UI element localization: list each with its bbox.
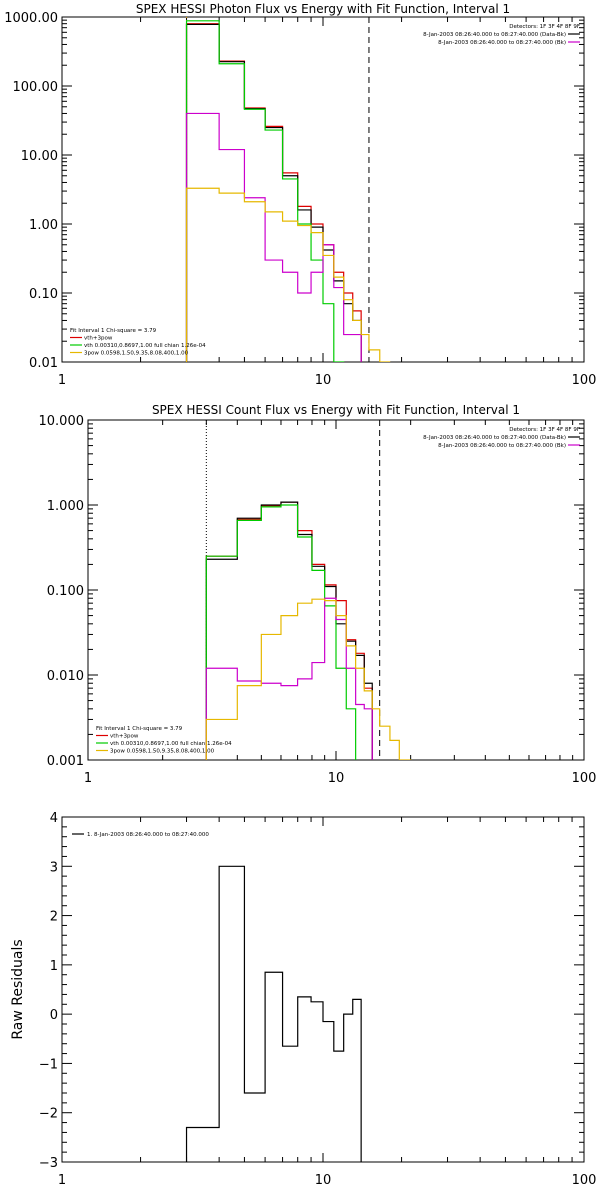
legend-entry: 3pow 0.0598,1.50,9.35,8.08,400,1.00 <box>84 351 189 357</box>
series-3-line <box>185 112 362 362</box>
y-tick-label: 0.10 <box>29 287 58 302</box>
y-tick-label: 10.00 <box>21 149 58 164</box>
chart-title: SPEX HESSI Count Flux vs Energy with Fit… <box>152 403 520 417</box>
series-4-line <box>205 598 412 760</box>
plot-frame <box>61 816 585 1163</box>
legend-entry: 8-Jan-2003 08:26:40.000 to 08:27:40.000 … <box>438 40 566 46</box>
count-flux-panel: SPEX HESSI Count Flux vs Energy with Fit… <box>39 403 597 786</box>
y-tick-label: −2 <box>39 1107 58 1122</box>
y-tick-label: 0 <box>50 1008 58 1023</box>
series-0-line <box>185 865 362 1162</box>
legend-entry: vth 0.00310,0.8697,1.00 full chian 1.26e… <box>110 741 232 747</box>
y-tick-label: 3 <box>50 860 58 875</box>
x-tick-label: 1 <box>58 1173 66 1188</box>
x-tick-label: 1 <box>58 373 66 388</box>
y-tick-label: −3 <box>39 1156 58 1171</box>
y-tick-label: 0.010 <box>47 669 84 684</box>
series-4-line <box>185 187 391 362</box>
chart-title: SPEX HESSI Photon Flux vs Energy with Fi… <box>136 2 510 16</box>
x-tick-label: 10 <box>315 373 332 388</box>
legend-entry: 8-Jan-2003 08:26:40.000 to 08:27:40.000 … <box>438 443 566 449</box>
y-tick-label: 100.00 <box>13 80 59 95</box>
series-2-line <box>185 20 345 362</box>
legend-entry: 8-Jan-2003 08:26:40.000 to 08:27:40.000 … <box>423 435 566 441</box>
y-tick-label: 1000.00 <box>4 11 58 26</box>
series-1-line <box>185 23 362 362</box>
y-tick-label: 10.000 <box>39 414 85 429</box>
y-tick-label: 1.00 <box>29 218 58 233</box>
x-tick-label: 10 <box>315 1173 332 1188</box>
series-group <box>185 20 391 362</box>
series-group <box>185 865 362 1162</box>
y-tick-label: 0.001 <box>47 754 84 769</box>
series-0-line <box>205 501 373 760</box>
detectors-label: Detectors: 1F 3F 4F 8F 9F <box>509 24 580 30</box>
series-group <box>205 501 412 760</box>
y-tick-label: 1 <box>50 959 58 974</box>
series-1-line <box>205 501 373 760</box>
x-tick-label: 1 <box>84 771 92 786</box>
legend-entry: 1. 8-Jan-2003 08:26:40.000 to 08:27:40.0… <box>87 832 209 838</box>
y-tick-label: 2 <box>50 910 58 925</box>
legend-entry: Fit Interval 1 Chi-square = 3.79 <box>70 328 157 334</box>
y-tick-label: 0.100 <box>47 584 84 599</box>
y-tick-label: 1.000 <box>47 499 84 514</box>
legend-entry: vth+3pow <box>110 734 139 740</box>
y-axis-label: Raw Residuals <box>10 939 26 1039</box>
y-tick-label: 0.01 <box>29 356 58 371</box>
photon-flux-panel: SPEX HESSI Photon Flux vs Energy with Fi… <box>4 2 596 388</box>
x-tick-label: 100 <box>572 771 597 786</box>
legend-entry: Fit Interval 1 Chi-square = 3.79 <box>96 726 183 732</box>
detectors-label: Detectors: 1F 3F 4F 8F 9F <box>509 427 580 433</box>
legend-entry: vth 0.00310,0.8697,1.00 full chian 1.26e… <box>84 343 206 349</box>
plot-frame <box>61 16 585 363</box>
legend-entry: vth+3pow <box>84 336 113 342</box>
x-tick-label: 100 <box>572 373 597 388</box>
legend-entry: 3pow 0.0598,1.50,9.35,8.08,400,1.00 <box>110 749 215 755</box>
series-3-line <box>205 597 373 760</box>
legend-entry: 8-Jan-2003 08:26:40.000 to 08:27:40.000 … <box>423 32 566 38</box>
series-0-line <box>185 23 362 362</box>
series-2-line <box>205 504 357 760</box>
y-tick-label: −1 <box>39 1057 58 1072</box>
x-tick-label: 10 <box>328 771 345 786</box>
y-tick-label: 4 <box>50 811 58 826</box>
x-tick-label: 100 <box>572 1173 597 1188</box>
